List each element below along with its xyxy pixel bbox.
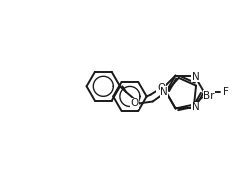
Text: O: O (157, 83, 165, 93)
Text: F: F (223, 87, 229, 97)
Text: N: N (192, 72, 199, 82)
Text: N: N (192, 103, 199, 112)
Text: O: O (130, 98, 139, 108)
Text: Br: Br (203, 90, 215, 100)
Text: N: N (160, 87, 168, 97)
